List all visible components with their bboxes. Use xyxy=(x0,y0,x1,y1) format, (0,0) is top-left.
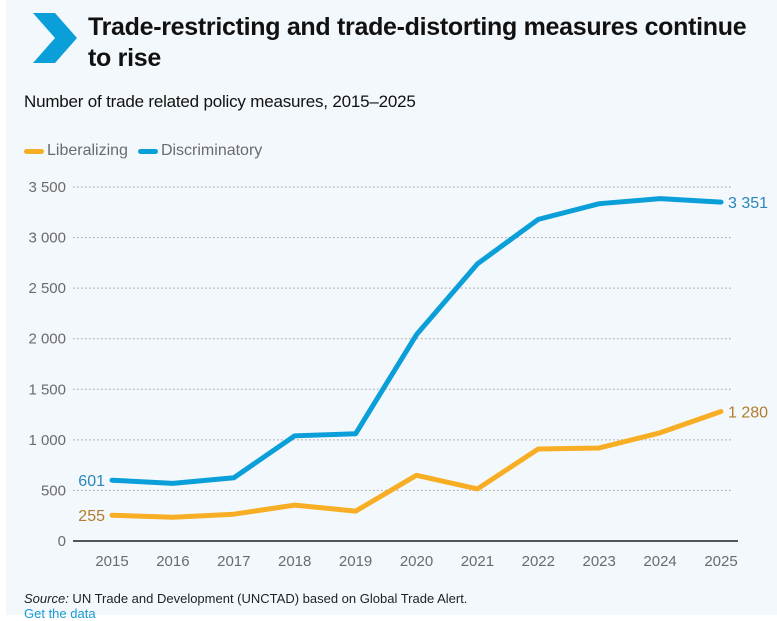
y-tick-label: 500 xyxy=(41,482,66,499)
source-label: Source: xyxy=(24,591,69,606)
series-line-liberalizing xyxy=(112,412,721,518)
y-tick-label: 3 500 xyxy=(28,179,66,196)
source-text: UN Trade and Development (UNCTAD) based … xyxy=(69,591,468,606)
x-tick-label: 2019 xyxy=(339,553,372,570)
x-tick-label: 2023 xyxy=(583,553,616,570)
source-note: Source: UN Trade and Development (UNCTAD… xyxy=(24,591,467,606)
start-value-label-liberalizing: 255 xyxy=(78,508,105,525)
y-tick-label: 2 500 xyxy=(28,280,66,297)
x-tick-label: 2025 xyxy=(704,553,737,570)
x-tick-label: 2018 xyxy=(278,553,311,570)
x-tick-label: 2021 xyxy=(461,553,494,570)
y-tick-label: 3 000 xyxy=(28,230,66,247)
get-the-data-link[interactable]: Get the data xyxy=(24,606,96,621)
end-value-label-discriminatory: 3 351 xyxy=(728,195,768,212)
y-tick-label: 1 000 xyxy=(28,432,66,449)
start-value-label-discriminatory: 601 xyxy=(78,473,105,490)
x-tick-label: 2020 xyxy=(400,553,433,570)
x-tick-label: 2015 xyxy=(95,553,128,570)
x-tick-label: 2024 xyxy=(643,553,676,570)
y-tick-label: 0 xyxy=(58,533,66,550)
x-tick-label: 2016 xyxy=(156,553,189,570)
x-tick-label: 2022 xyxy=(522,553,555,570)
end-value-label-liberalizing: 1 280 xyxy=(728,405,768,422)
y-tick-label: 2 000 xyxy=(28,331,66,348)
y-tick-label: 1 500 xyxy=(28,381,66,398)
x-tick-label: 2017 xyxy=(217,553,250,570)
